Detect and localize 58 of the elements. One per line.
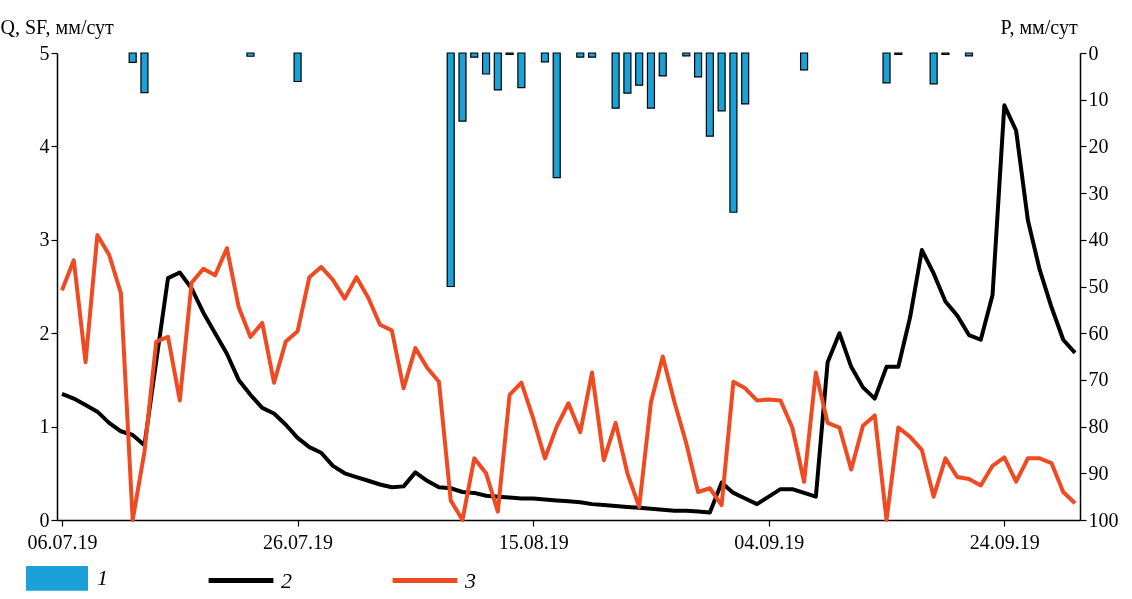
legend-label: 2 <box>281 567 292 593</box>
y2-tick-label: 40 <box>1088 228 1109 251</box>
bar <box>481 52 491 75</box>
bar <box>799 52 809 71</box>
bar <box>470 52 479 58</box>
bar <box>741 52 750 105</box>
y-tick-label: 3 <box>39 228 50 251</box>
y2-tick-label: 10 <box>1088 88 1109 111</box>
bar <box>717 52 726 112</box>
y2-tick-label: 80 <box>1088 415 1109 438</box>
y2-tick-label: 70 <box>1088 368 1109 391</box>
bar <box>128 52 137 63</box>
bar <box>658 52 667 77</box>
bar <box>705 52 714 137</box>
y-tick-label: 0 <box>39 508 50 531</box>
line-series <box>60 103 1077 515</box>
bar <box>964 52 974 57</box>
bar <box>623 52 632 94</box>
y2-tick-label: 20 <box>1088 134 1109 157</box>
line-series <box>60 233 1077 522</box>
y-tick-label: 4 <box>39 134 50 157</box>
y2-tick-label: 100 <box>1088 508 1119 531</box>
bar <box>446 52 455 288</box>
x-tick-label: 06.07.19 <box>27 530 98 553</box>
bar <box>611 52 620 109</box>
bar <box>540 52 550 63</box>
bar <box>246 52 255 57</box>
bar <box>493 52 502 91</box>
x-tick-label: 04.09.19 <box>734 530 805 553</box>
legend-label: 3 <box>464 567 476 593</box>
legend-label: 1 <box>97 565 108 591</box>
y-axis-title: Q, SF, мм/сут <box>0 15 115 39</box>
y-tick-label: 5 <box>39 41 50 64</box>
y-tick-label: 2 <box>39 321 50 344</box>
bar <box>552 52 561 179</box>
x-tick-label: 15.08.19 <box>498 530 569 553</box>
bar <box>140 52 149 94</box>
bar <box>882 52 891 84</box>
y2-tick-label: 90 <box>1088 461 1109 484</box>
y2-tick-label: 30 <box>1088 181 1109 204</box>
bar <box>458 52 467 122</box>
x-tick-label: 26.07.19 <box>263 530 334 553</box>
y2-tick-label: 0 <box>1088 41 1099 64</box>
bar <box>635 52 644 86</box>
bar <box>587 52 597 58</box>
bar <box>929 52 938 85</box>
y-tick-label: 1 <box>39 415 50 438</box>
bar <box>682 52 691 57</box>
bar <box>729 52 738 213</box>
bar <box>693 52 703 78</box>
bar <box>517 52 526 89</box>
bar <box>576 52 585 58</box>
y2-tick-label: 50 <box>1088 275 1109 297</box>
x-tick-label: 24.09.19 <box>969 530 1040 553</box>
bar <box>646 52 656 109</box>
y2-tick-label: 60 <box>1088 321 1109 344</box>
bar <box>293 52 302 83</box>
y2-axis-title: P, мм/сут <box>1000 15 1078 39</box>
